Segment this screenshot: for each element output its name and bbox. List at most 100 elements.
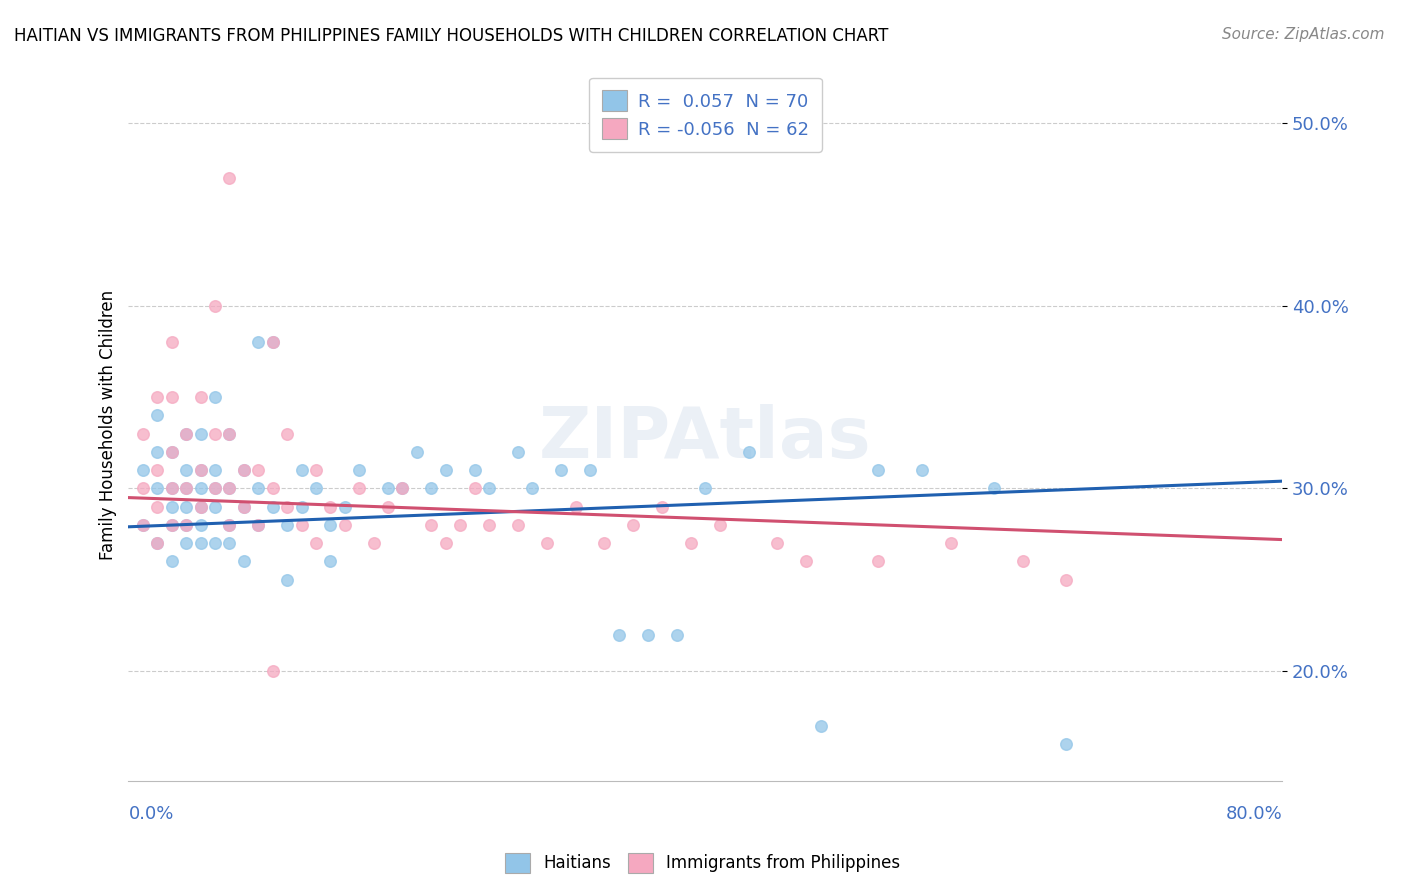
Point [146,409,169,423]
Point [464,463,486,477]
Point [665,627,688,641]
Point [218,171,240,186]
Point [290,518,312,533]
Point [637,627,659,641]
Point [190,390,212,404]
Point [621,518,644,533]
Point [247,518,270,533]
Point [794,554,817,568]
Point [276,573,298,587]
Point [190,463,212,477]
Point [218,536,240,550]
Point [232,500,254,514]
Point [160,518,183,533]
Point [1054,737,1077,751]
Point [363,536,385,550]
Point [204,482,226,496]
Point [160,482,183,496]
Point [276,518,298,533]
Point [218,518,240,533]
Point [333,500,356,514]
Point [319,500,342,514]
Point [218,426,240,441]
Point [146,500,169,514]
Point [218,518,240,533]
Point [232,554,254,568]
Point [160,335,183,350]
Point [695,482,717,496]
Point [160,518,183,533]
Point [536,536,558,550]
Point [218,482,240,496]
Point [1011,554,1033,568]
Point [174,482,197,496]
Point [218,426,240,441]
Point [464,482,486,496]
Point [132,463,155,477]
Point [160,500,183,514]
Point [204,299,226,313]
Point [232,500,254,514]
Point [160,482,183,496]
Point [449,518,471,533]
Point [132,426,155,441]
Point [579,463,602,477]
Point [347,463,370,477]
Point [247,335,270,350]
Point [679,536,702,550]
Point [1054,573,1077,587]
Point [391,482,413,496]
Point [204,536,226,550]
Legend: R =  0.057  N = 70, R = -0.056  N = 62: R = 0.057 N = 70, R = -0.056 N = 62 [589,78,821,152]
Point [190,463,212,477]
Point [160,554,183,568]
Point [160,445,183,459]
Point [174,518,197,533]
Point [911,463,934,477]
Point [146,482,169,496]
Point [377,500,399,514]
Text: 0.0%: 0.0% [128,805,174,823]
Point [810,719,832,733]
Point [204,426,226,441]
Point [190,536,212,550]
Point [709,518,731,533]
Text: HAITIAN VS IMMIGRANTS FROM PHILIPPINES FAMILY HOUSEHOLDS WITH CHILDREN CORRELATI: HAITIAN VS IMMIGRANTS FROM PHILIPPINES F… [14,27,889,45]
Point [174,463,197,477]
Point [983,482,1005,496]
Point [651,500,673,514]
Text: 80.0%: 80.0% [1226,805,1282,823]
Point [190,500,212,514]
Point [607,627,630,641]
Point [276,500,298,514]
Point [218,482,240,496]
Point [434,536,457,550]
Point [406,445,429,459]
Point [319,518,342,533]
Point [247,518,270,533]
Point [232,463,254,477]
Point [305,482,328,496]
Point [247,482,270,496]
Point [276,426,298,441]
Point [204,390,226,404]
Point [868,554,890,568]
Point [174,518,197,533]
Point [766,536,789,550]
Point [420,518,443,533]
Point [522,482,544,496]
Point [204,463,226,477]
Point [391,482,413,496]
Point [204,482,226,496]
Point [132,518,155,533]
Point [290,463,312,477]
Legend: Haitians, Immigrants from Philippines: Haitians, Immigrants from Philippines [499,847,907,880]
Point [262,335,284,350]
Point [262,482,284,496]
Point [550,463,572,477]
Point [333,518,356,533]
Point [868,463,890,477]
Point [190,482,212,496]
Point [132,518,155,533]
Point [478,518,501,533]
